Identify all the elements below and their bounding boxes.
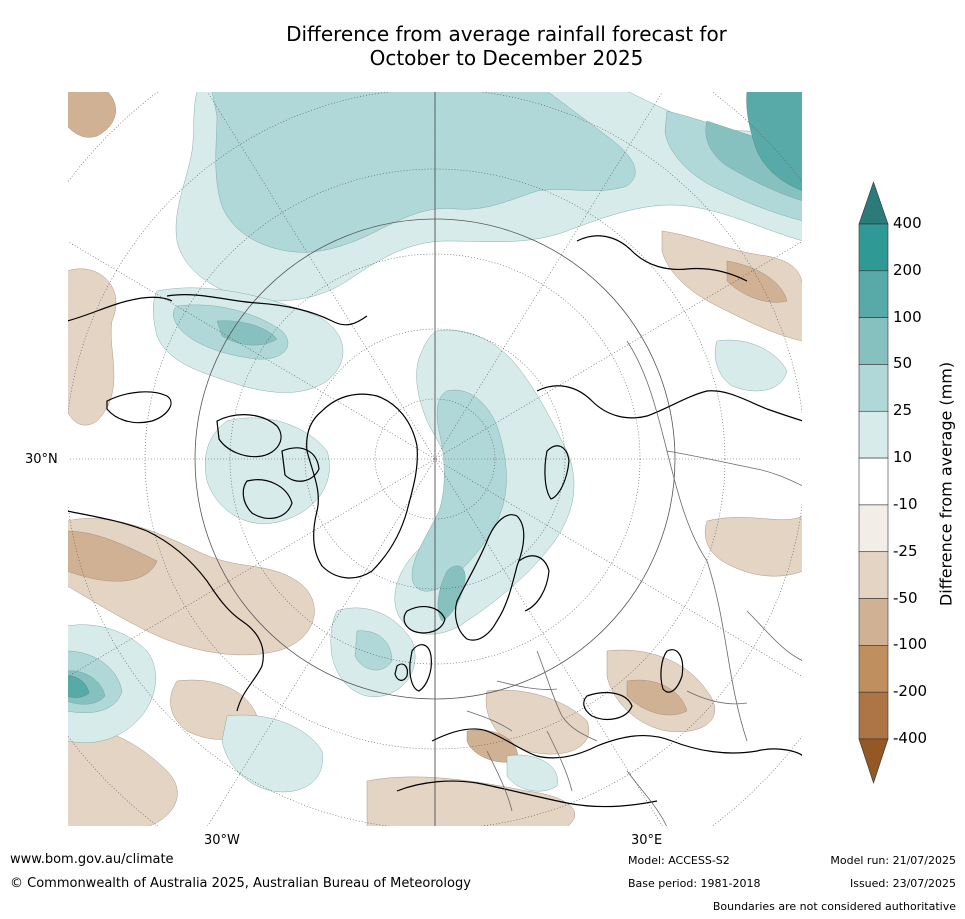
prime-meridian	[194, 91, 676, 827]
colorbar-swatch	[858, 691, 889, 740]
colorbar-title: Difference from average (mm)	[936, 361, 956, 607]
colorbar-swatch	[858, 598, 889, 646]
colorbar-swatch	[858, 410, 889, 459]
colorbar-tick-label: -400	[893, 729, 928, 747]
rainfall-anomaly-map	[67, 91, 803, 827]
colorbar-swatch	[858, 645, 889, 693]
lat-label-30n: 30°N	[25, 452, 58, 467]
colorbar-tick-label: 200	[893, 260, 922, 279]
colorbar-tick-label: -100	[893, 635, 928, 654]
coastlines	[67, 235, 803, 808]
wetter-areas-very-strong	[67, 91, 803, 698]
colorbar-swatch	[858, 317, 889, 365]
colorbar-tick-label: 50	[893, 354, 913, 373]
model-run-text: Model run: 21/07/2025	[830, 854, 956, 867]
country-borders	[466, 340, 803, 827]
colorbar-swatch	[858, 551, 889, 599]
colorbar	[858, 181, 889, 784]
title-line-1: Difference from average rainfall forecas…	[286, 22, 727, 46]
colorbar-tick-label: -50	[893, 588, 918, 607]
wetter-areas-moderate	[67, 91, 803, 713]
colorbar-tick-label: 100	[893, 307, 922, 326]
base-period-text: Base period: 1981-2018	[628, 877, 761, 890]
website-link[interactable]: www.bom.gov.au/climate	[10, 852, 174, 867]
colorbar-swatch	[858, 364, 889, 412]
colorbar-tick-label: 25	[893, 401, 913, 420]
colorbar-tick-label: -200	[893, 682, 928, 701]
title-line-2: October to December 2025	[369, 46, 644, 70]
colorbar-swatch	[858, 504, 889, 553]
colorbar-tick-label: -10	[893, 494, 918, 513]
model-text: Model: ACCESS-S2	[628, 854, 730, 867]
colorbar-tick-label: 10	[893, 448, 913, 467]
drier-areas-strong	[67, 530, 688, 763]
colorbar-swatch	[858, 270, 889, 318]
lon-label-30e: 30°E	[631, 833, 663, 848]
issued-text: Issued: 23/07/2025	[849, 877, 956, 890]
colorbar-extend-bottom	[858, 738, 889, 784]
map-title: Difference from average rainfall forecas…	[0, 22, 965, 70]
copyright-text: © Commonwealth of Australia 2025, Austra…	[10, 876, 471, 891]
colorbar-tick-label: -25	[893, 541, 918, 560]
disclaimer-text: Boundaries are not considered authoritat…	[712, 900, 956, 913]
colorbar-tick-label: 400	[893, 214, 922, 232]
colorbar-extend-top	[858, 181, 889, 225]
colorbar-swatch	[858, 223, 889, 272]
colorbar-swatch	[858, 457, 889, 506]
lon-label-30w: 30°W	[204, 833, 240, 848]
